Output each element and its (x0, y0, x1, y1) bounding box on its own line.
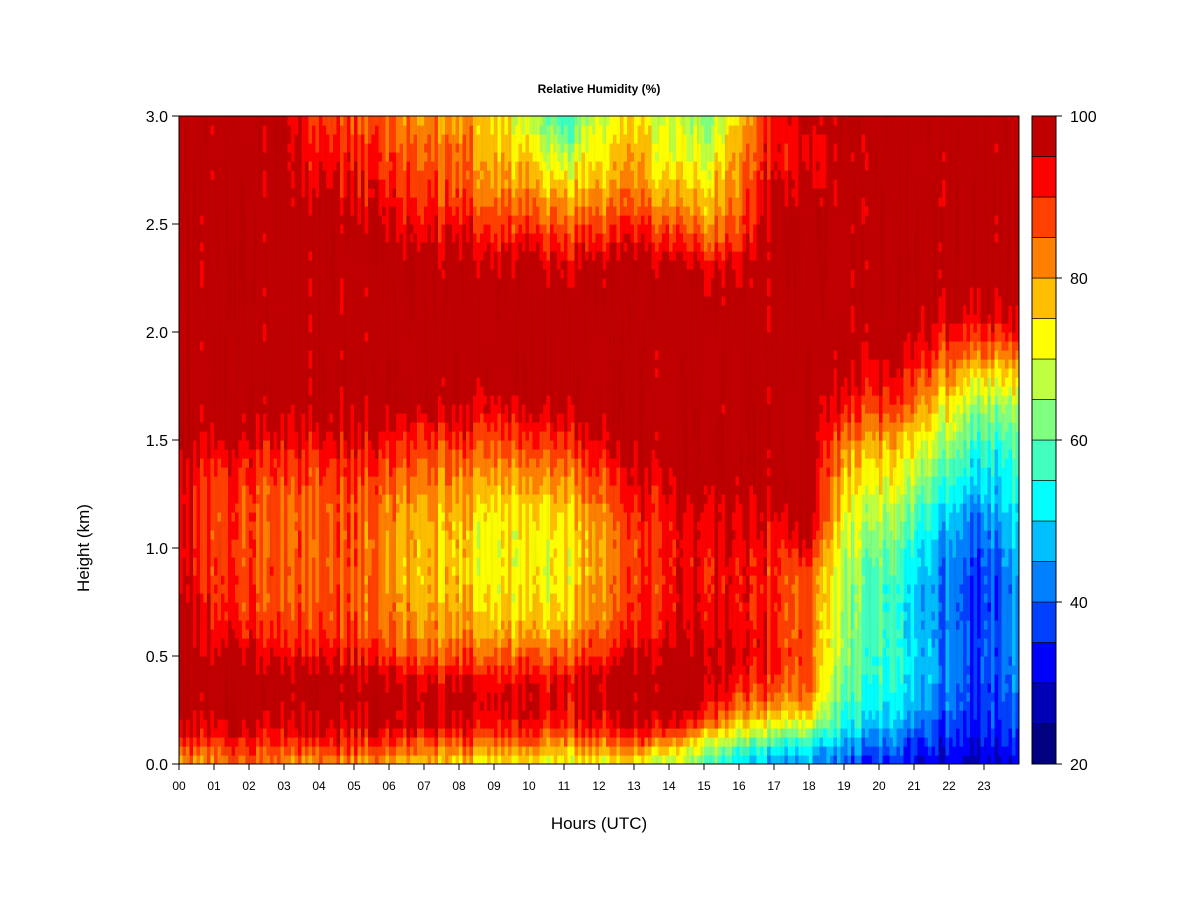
chart-svg: Relative Humidity (%) 0.00.51.01.52.02.5… (74, 82, 1097, 833)
chart: Relative Humidity (%) 0.0 0.5 1.0 1.5 2.0 2.5… (74, 82, 1097, 833)
